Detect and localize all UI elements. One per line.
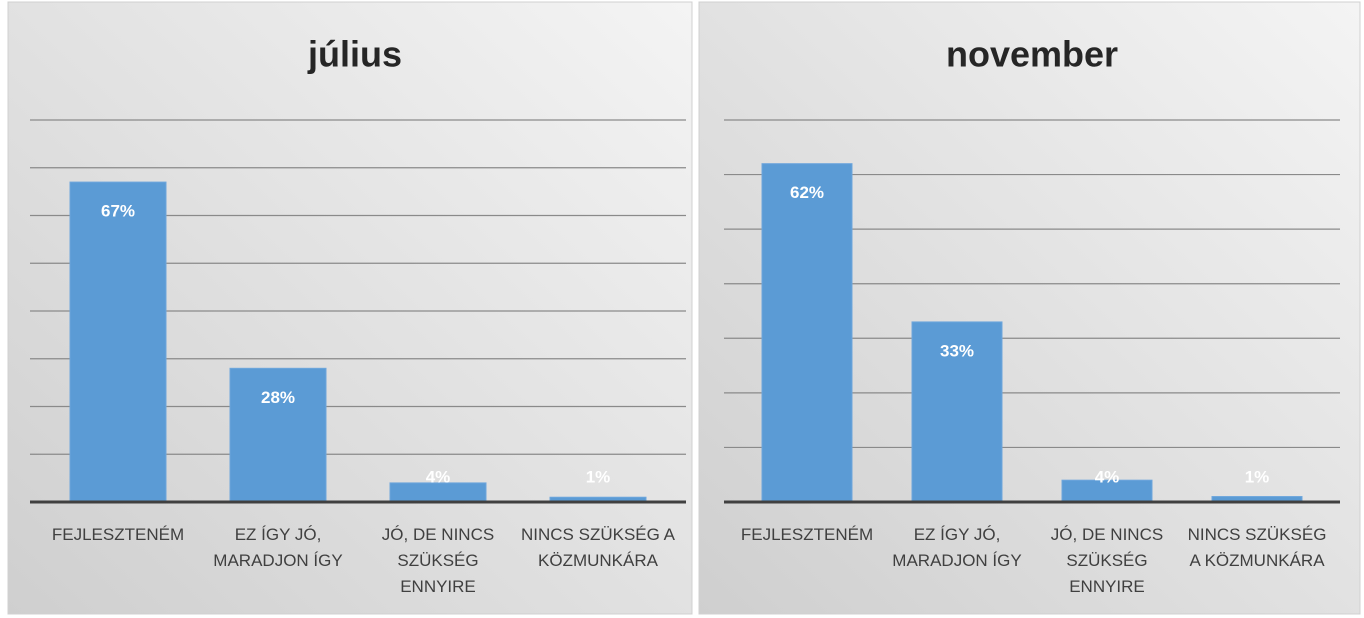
x-tick-label: NINCS SZÜKSÉG A KÖZMUNKÁRA <box>521 525 675 570</box>
x-tick-label: FEJLESZTENÉM <box>51 525 185 544</box>
data-label: 1% <box>1245 467 1270 486</box>
bar <box>761 163 853 503</box>
bar <box>911 321 1003 503</box>
chart-title: július <box>307 34 402 75</box>
x-tick-label: FEJLESZTENÉM <box>740 525 874 544</box>
data-label: 4% <box>1095 467 1120 486</box>
x-tick-label: EZ ÍGY JÓ, MARADJON ÍGY <box>892 525 1022 570</box>
data-label: 33% <box>940 341 974 360</box>
data-label: 67% <box>101 202 135 221</box>
x-tick-label: NINCS SZÜKSÉG A KÖZMUNKÁRA <box>1187 525 1327 570</box>
bar <box>69 181 167 503</box>
x-tick-label: JÓ, DE NINCS SZÜKSÉG ENNYIRE <box>1050 525 1164 596</box>
x-tick-label: JÓ, DE NINCS SZÜKSÉG ENNYIRE <box>381 525 495 596</box>
data-label: 4% <box>426 467 451 486</box>
data-label: 62% <box>790 183 824 202</box>
data-label: 28% <box>261 388 295 407</box>
data-label: 1% <box>586 467 611 486</box>
chart-title: november <box>946 34 1118 75</box>
bar <box>229 367 327 503</box>
x-tick-label: EZ ÍGY JÓ, MARADJON ÍGY <box>213 525 343 570</box>
